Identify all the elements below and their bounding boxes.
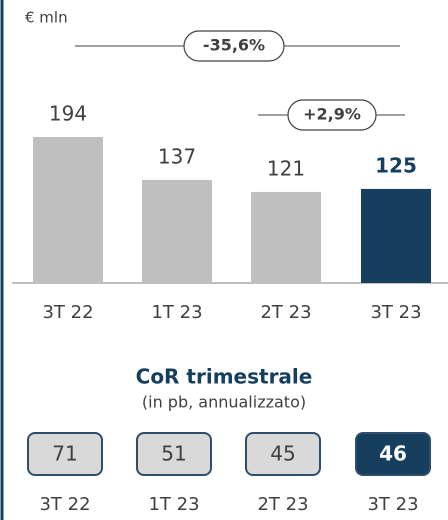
bar — [251, 191, 321, 283]
annotation-label: +2,9% — [303, 105, 361, 124]
x-tick-label: 2T 23 — [257, 494, 308, 515]
x-tick-label: 3T 23 — [367, 494, 418, 515]
value-label: 137 — [158, 144, 196, 168]
annotation-pill — [287, 99, 377, 131]
box-value: 71 — [52, 442, 77, 466]
box-value: 45 — [270, 442, 295, 466]
x-tick-label: 1T 23 — [151, 302, 202, 323]
boxes-title: CoR trimestrale — [136, 365, 313, 389]
value-box — [27, 432, 103, 476]
annotation-label: -35,6% — [203, 36, 265, 55]
x-tick-label: 2T 23 — [260, 302, 311, 323]
value-box — [355, 432, 431, 476]
value-box — [136, 432, 212, 476]
bar — [33, 137, 103, 283]
x-tick-label: 3T 22 — [42, 302, 93, 323]
boxes-subtitle: (in pb, annualizzato) — [142, 393, 306, 412]
value-label: 194 — [49, 102, 87, 126]
x-tick-label: 3T 22 — [39, 494, 90, 515]
x-tick-label: 1T 23 — [148, 494, 199, 515]
value-box — [245, 432, 321, 476]
annotation-pill — [183, 30, 285, 62]
value-label: 125 — [375, 153, 417, 177]
value-label: 121 — [267, 156, 305, 180]
box-value: 51 — [161, 442, 186, 466]
bar — [142, 179, 212, 283]
x-tick-label: 3T 23 — [370, 302, 421, 323]
unit-label: € mln — [25, 9, 68, 27]
bar — [361, 188, 431, 283]
box-value: 46 — [379, 442, 407, 466]
